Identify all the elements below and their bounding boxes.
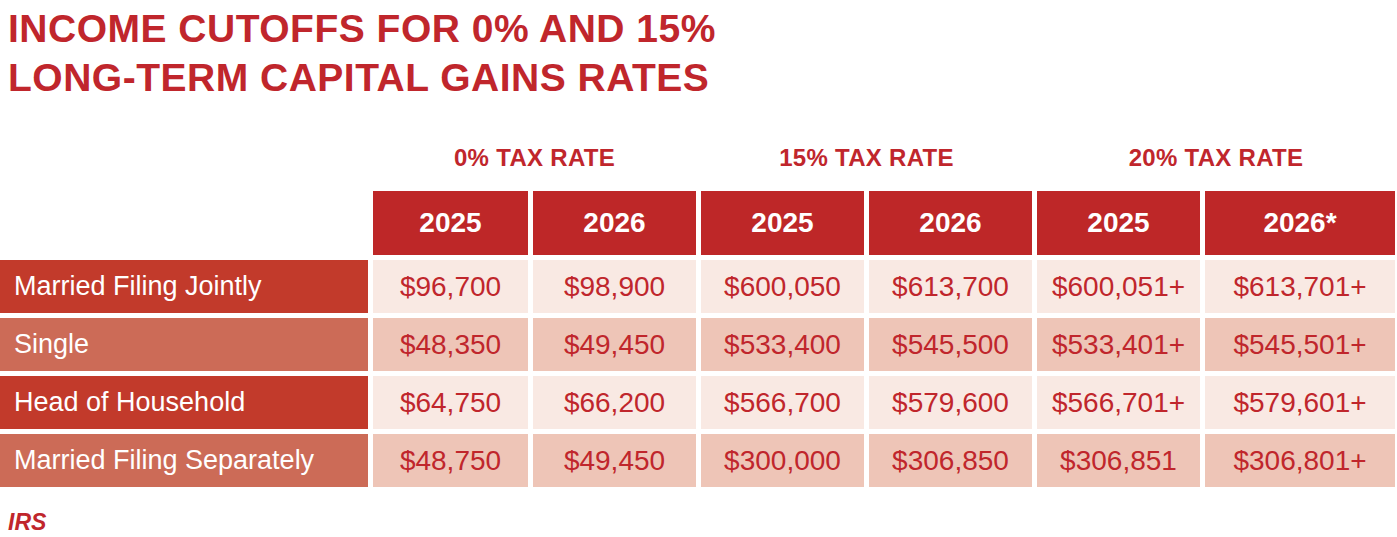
row-label: Single <box>0 318 368 371</box>
page-title-line1: INCOME CUTOFFS FOR 0% AND 15% <box>8 7 716 50</box>
value-cell: $566,700 <box>701 376 864 429</box>
value-cell: $49,450 <box>533 434 696 487</box>
value-cell: $533,401+ <box>1037 318 1200 371</box>
value-cell: $306,851 <box>1037 434 1200 487</box>
value-cell: $600,051+ <box>1037 260 1200 313</box>
row-label: Married Filing Jointly <box>0 260 368 313</box>
value-cell: $533,400 <box>701 318 864 371</box>
value-cell: $579,601+ <box>1205 376 1395 429</box>
row-label: Married Filing Separately <box>0 434 368 487</box>
year-header: 2025 <box>701 191 864 255</box>
value-cell: $96,700 <box>373 260 528 313</box>
year-header: 2026 <box>533 191 696 255</box>
value-cell: $545,500 <box>869 318 1032 371</box>
value-cell: $48,350 <box>373 318 528 371</box>
value-cell: $66,200 <box>533 376 696 429</box>
year-header: 2025 <box>373 191 528 255</box>
value-cell: $306,801+ <box>1205 434 1395 487</box>
value-cell: $300,000 <box>701 434 864 487</box>
source-attribution: IRS <box>8 509 1397 536</box>
group-header-0-percent: 0% TAX RATE <box>373 144 696 186</box>
value-cell: $613,700 <box>869 260 1032 313</box>
value-cell: $49,450 <box>533 318 696 371</box>
capital-gains-infographic: INCOME CUTOFFS FOR 0% AND 15% LONG-TERM … <box>0 0 1397 537</box>
group-header-15-percent: 15% TAX RATE <box>701 144 1032 186</box>
value-cell: $306,850 <box>869 434 1032 487</box>
value-cell: $566,701+ <box>1037 376 1200 429</box>
page-title-line2: LONG-TERM CAPITAL GAINS RATES <box>8 56 709 99</box>
year-header: 2026* <box>1205 191 1395 255</box>
value-cell: $579,600 <box>869 376 1032 429</box>
value-cell: $613,701+ <box>1205 260 1395 313</box>
year-header: 2026 <box>869 191 1032 255</box>
group-header-20-percent: 20% TAX RATE <box>1037 144 1395 186</box>
value-cell: $64,750 <box>373 376 528 429</box>
page-title: INCOME CUTOFFS FOR 0% AND 15% LONG-TERM … <box>8 4 1397 102</box>
tax-rate-table: 0% TAX RATE 15% TAX RATE 20% TAX RATE 20… <box>0 140 1397 487</box>
value-cell: $48,750 <box>373 434 528 487</box>
year-header: 2025 <box>1037 191 1200 255</box>
value-cell: $545,501+ <box>1205 318 1395 371</box>
value-cell: $98,900 <box>533 260 696 313</box>
row-label: Head of Household <box>0 376 368 429</box>
value-cell: $600,050 <box>701 260 864 313</box>
